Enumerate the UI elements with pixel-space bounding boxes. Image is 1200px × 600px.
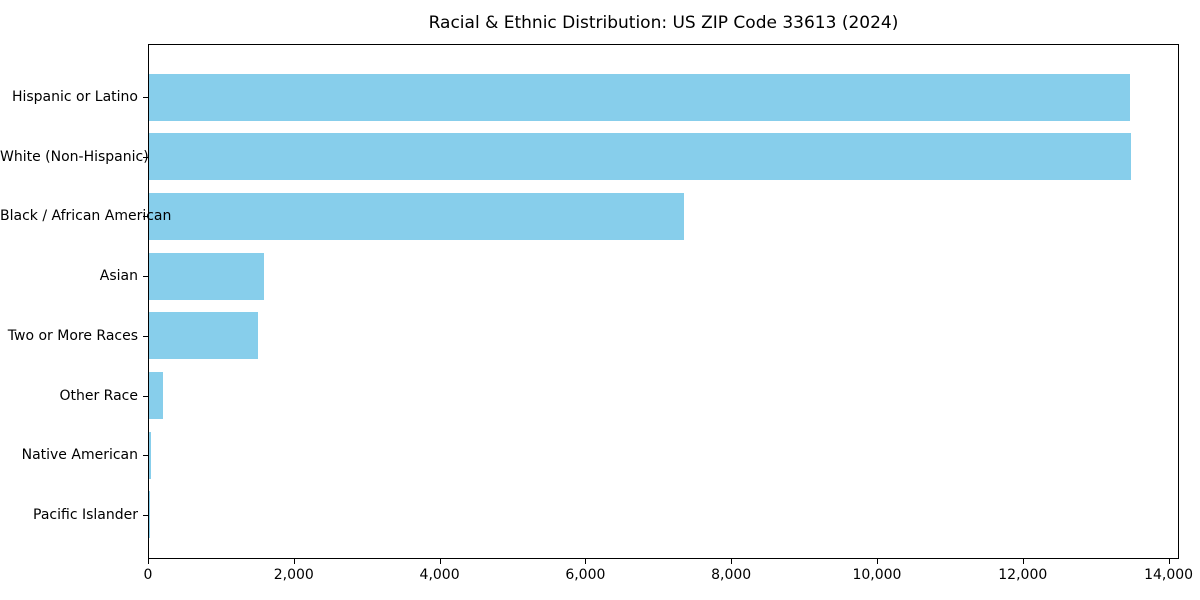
bar <box>149 73 1130 121</box>
x-tick-mark <box>876 559 878 564</box>
y-axis-category-label: Asian <box>99 268 138 285</box>
x-tick-mark <box>293 559 295 564</box>
x-tick-mark <box>731 559 733 564</box>
y-tick-mark <box>143 97 148 98</box>
y-tick-mark <box>143 216 148 218</box>
y-axis-category-label: Native American <box>21 447 138 464</box>
y-tick-mark <box>143 156 148 158</box>
x-tick-mark <box>1168 559 1170 564</box>
x-axis-tick-label: 6,000 <box>565 567 606 583</box>
x-tick-mark <box>439 559 441 564</box>
bar <box>149 431 151 479</box>
y-tick-mark <box>143 335 148 337</box>
y-axis-category-label: Pacific Islander <box>33 506 138 523</box>
x-tick-mark <box>585 559 587 564</box>
x-axis-tick-label: 2,000 <box>273 567 314 583</box>
y-axis-category-label: Two or More Races <box>7 327 138 344</box>
bar <box>149 372 163 419</box>
plot-area <box>148 44 1179 559</box>
y-tick-mark <box>143 455 148 457</box>
bar <box>149 192 684 240</box>
x-axis-tick-label: 4,000 <box>419 567 460 583</box>
x-tick-mark <box>148 559 149 564</box>
chart-title: Racial & Ethnic Distribution: US ZIP Cod… <box>428 13 899 33</box>
bar <box>149 133 1131 181</box>
y-tick-mark <box>143 395 148 397</box>
y-axis-category-label: White (Non-Hispanic) <box>0 148 149 165</box>
x-axis-tick-label: 14,000 <box>1144 567 1194 583</box>
y-tick-mark <box>143 276 148 278</box>
y-tick-mark <box>143 514 148 516</box>
bar <box>149 252 265 300</box>
bar <box>149 312 258 360</box>
x-axis-tick-label: 0 <box>143 567 153 583</box>
x-axis-tick-label: 10,000 <box>852 567 902 583</box>
x-axis-tick-label: 8,000 <box>711 567 752 583</box>
y-axis-category-label: Black / African American <box>0 208 172 225</box>
y-axis-category-label: Other Race <box>59 387 138 404</box>
x-axis-tick-label: 12,000 <box>998 567 1048 583</box>
x-tick-mark <box>1022 559 1024 564</box>
y-axis-category-label: Hispanic or Latino <box>11 89 138 105</box>
